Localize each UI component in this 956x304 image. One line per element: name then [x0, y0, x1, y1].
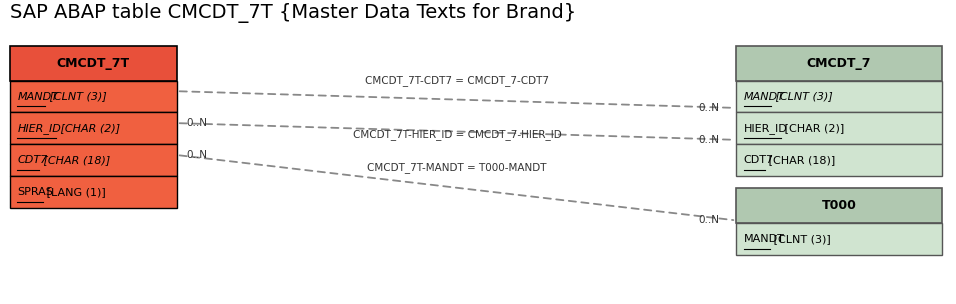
Text: [CLNT (3)]: [CLNT (3)] — [46, 92, 107, 102]
Text: [LANG (1)]: [LANG (1)] — [43, 187, 106, 197]
Text: [CHAR (18)]: [CHAR (18)] — [40, 155, 110, 165]
Text: CMCDT_7T-MANDT = T000-MANDT: CMCDT_7T-MANDT = T000-MANDT — [367, 162, 547, 173]
FancyBboxPatch shape — [736, 188, 942, 223]
Text: CMCDT_7T: CMCDT_7T — [56, 57, 130, 70]
FancyBboxPatch shape — [736, 223, 942, 255]
Text: 0..N: 0..N — [186, 150, 207, 160]
Text: CMCDT_7: CMCDT_7 — [807, 57, 871, 70]
Text: CMCDT_7T-HIER_ID = CMCDT_7-HIER_ID: CMCDT_7T-HIER_ID = CMCDT_7-HIER_ID — [353, 129, 561, 140]
Text: 0..N: 0..N — [698, 103, 719, 113]
Text: [CLNT (3)]: [CLNT (3)] — [772, 92, 834, 102]
FancyBboxPatch shape — [10, 144, 177, 176]
FancyBboxPatch shape — [10, 46, 177, 81]
FancyBboxPatch shape — [10, 81, 177, 112]
FancyBboxPatch shape — [10, 176, 177, 208]
Text: SAP ABAP table CMCDT_7T {Master Data Texts for Brand}: SAP ABAP table CMCDT_7T {Master Data Tex… — [10, 3, 576, 23]
FancyBboxPatch shape — [736, 144, 942, 176]
Text: [CHAR (18)]: [CHAR (18)] — [765, 155, 835, 165]
FancyBboxPatch shape — [10, 112, 177, 144]
FancyBboxPatch shape — [736, 112, 942, 144]
FancyBboxPatch shape — [736, 81, 942, 112]
FancyBboxPatch shape — [736, 46, 942, 81]
Text: 0..N: 0..N — [698, 135, 719, 145]
Text: [CHAR (2)]: [CHAR (2)] — [780, 123, 844, 133]
Text: HIER_ID: HIER_ID — [744, 123, 788, 134]
Text: [CHAR (2)]: [CHAR (2)] — [57, 123, 120, 133]
Text: CMCDT_7T-CDT7 = CMCDT_7-CDT7: CMCDT_7T-CDT7 = CMCDT_7-CDT7 — [365, 75, 549, 86]
Text: SPRAS: SPRAS — [17, 187, 54, 197]
Text: 0..N: 0..N — [186, 118, 207, 128]
Text: HIER_ID: HIER_ID — [17, 123, 61, 134]
Text: MANDT: MANDT — [744, 234, 785, 244]
Text: CDT7: CDT7 — [744, 155, 774, 165]
Text: 0..N: 0..N — [698, 216, 719, 225]
Text: [CLNT (3)]: [CLNT (3)] — [770, 234, 831, 244]
Text: MANDT: MANDT — [744, 92, 785, 102]
Text: MANDT: MANDT — [17, 92, 58, 102]
Text: T000: T000 — [821, 199, 857, 212]
Text: CDT7: CDT7 — [17, 155, 48, 165]
